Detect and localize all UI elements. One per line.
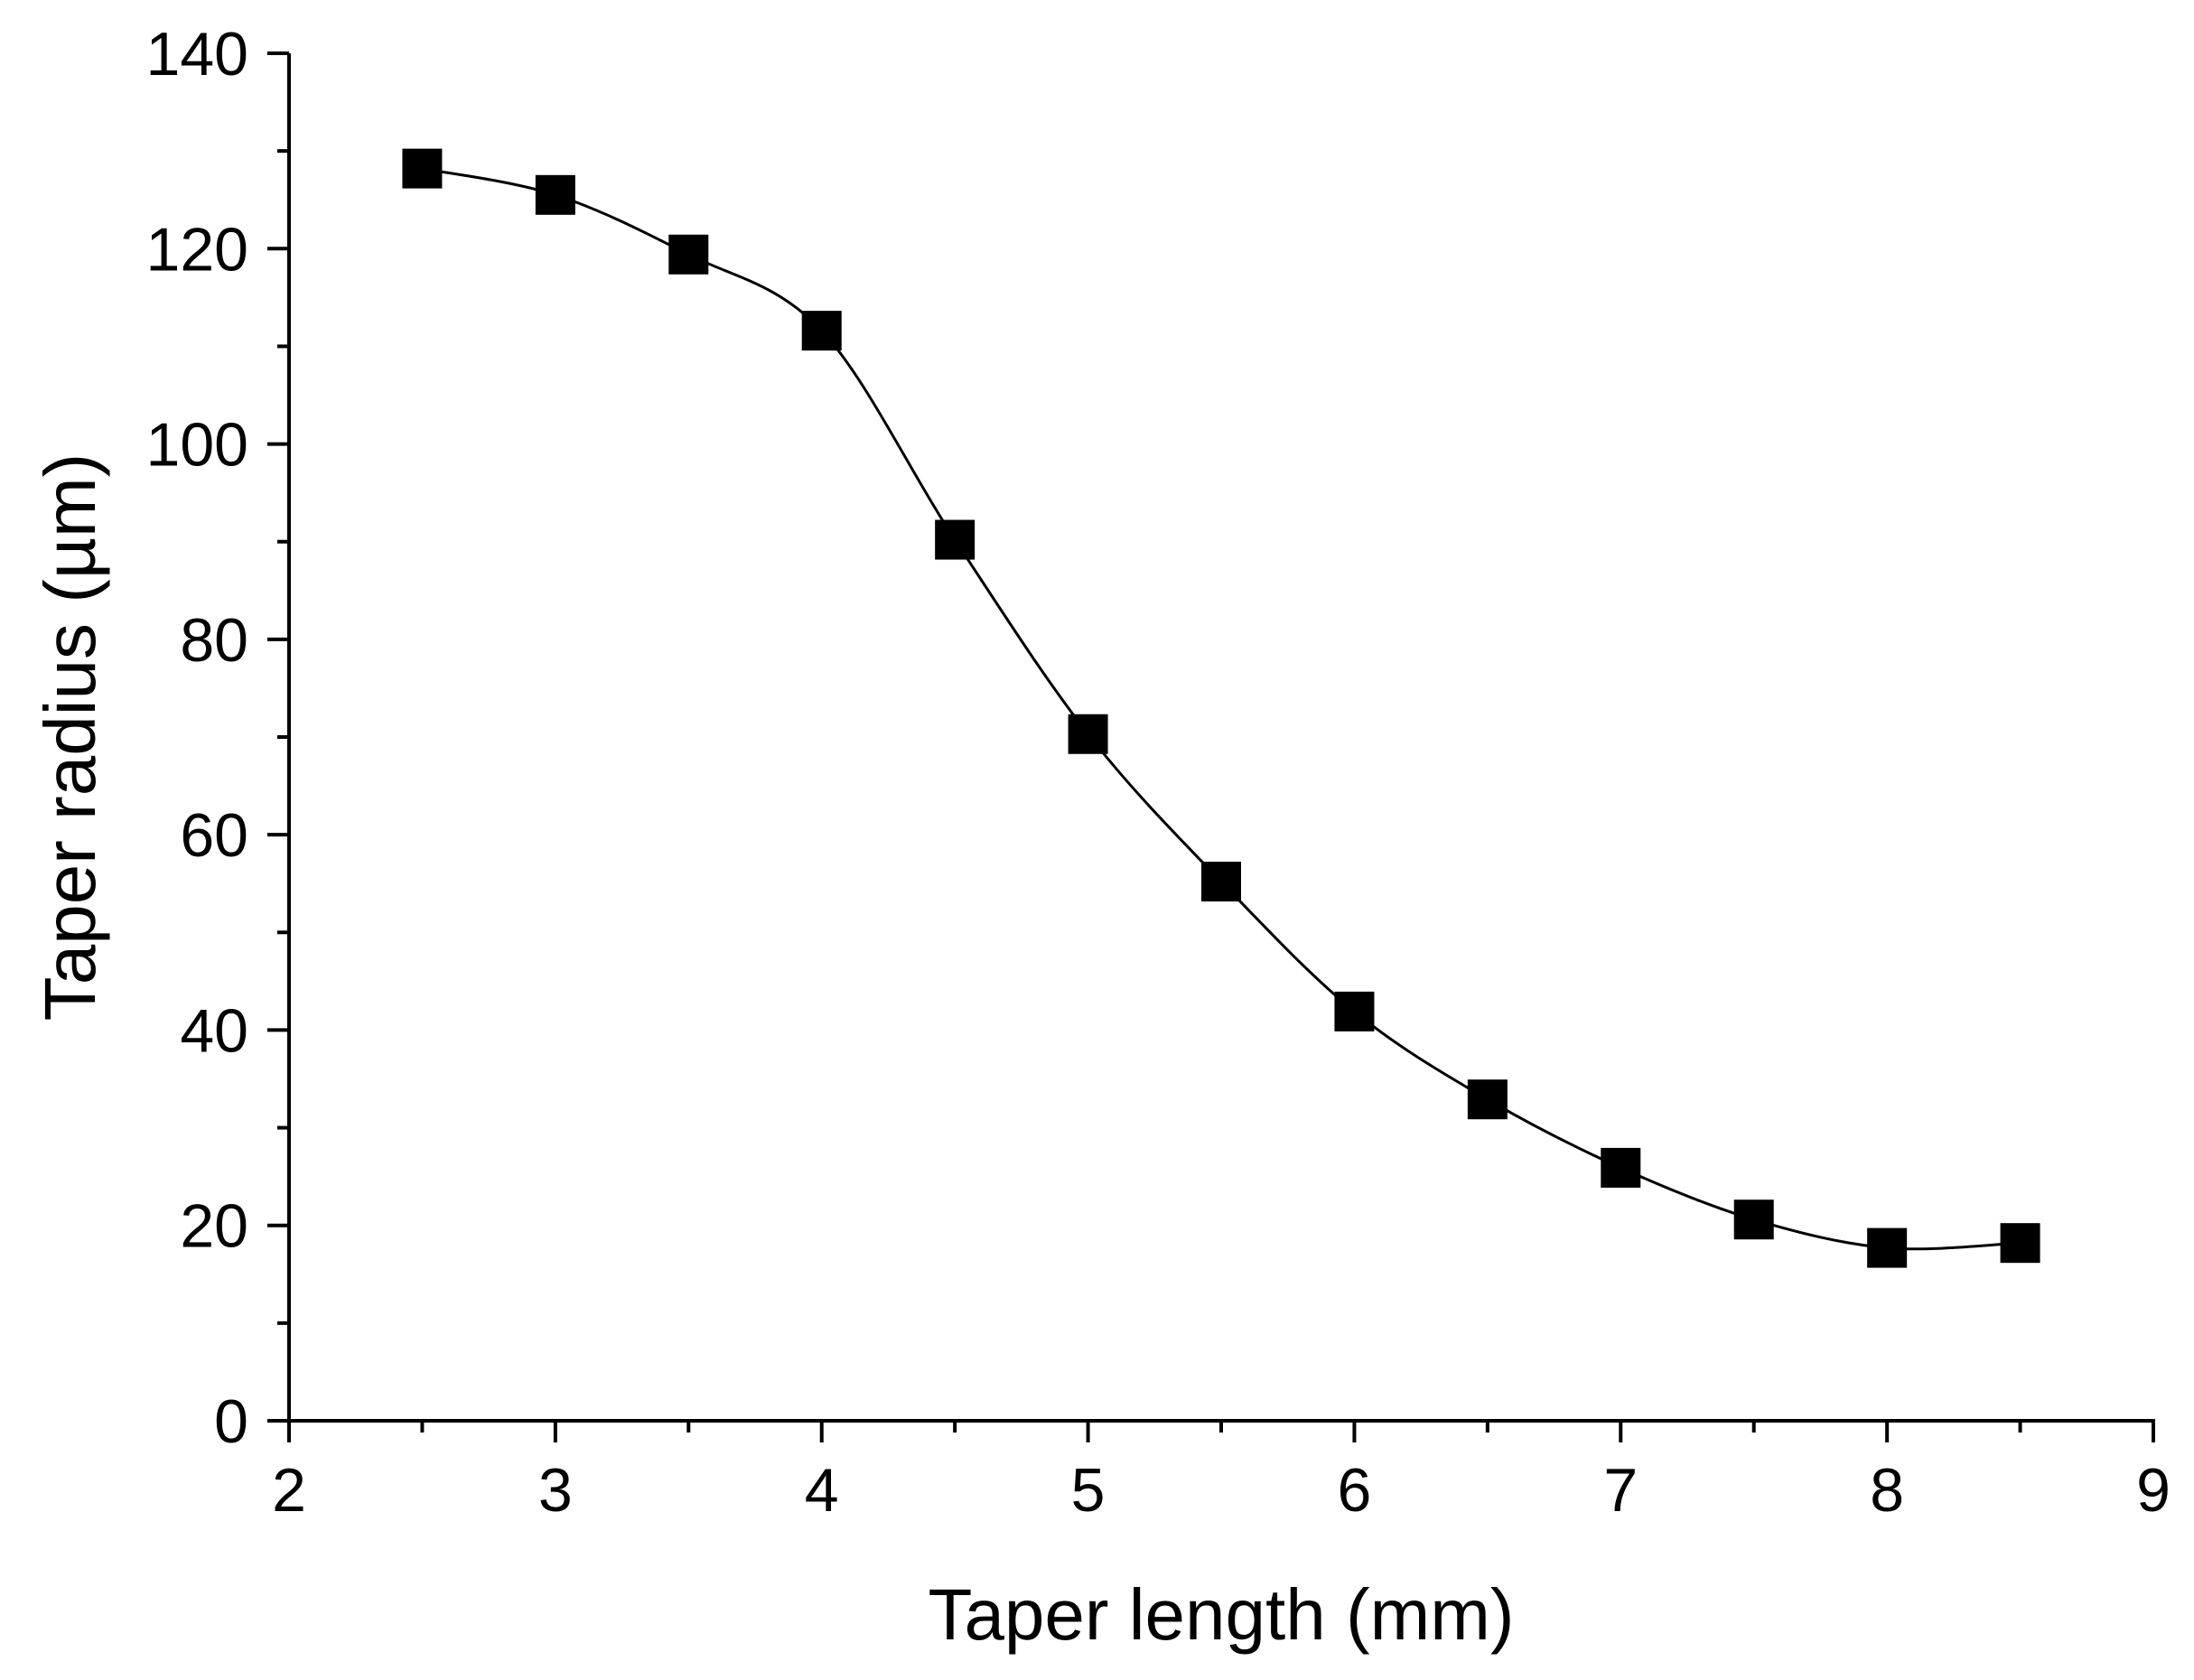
y-tick-label: 20	[180, 1192, 248, 1261]
data-point-marker	[402, 148, 443, 189]
data-point-marker	[801, 311, 842, 351]
data-point-marker	[2000, 1223, 2040, 1264]
data-point-marker	[1733, 1199, 1774, 1240]
y-axis-title: Taper radius (µm)	[30, 453, 110, 1021]
y-tick-label: 60	[180, 801, 248, 870]
data-point-marker	[1201, 862, 1241, 902]
tick-labels: 2 3 4 5 6 7 8 9 0 20 40 60 80 100 120 140	[146, 20, 2171, 1525]
series-line	[422, 167, 2021, 1251]
data-point-marker	[1601, 1147, 1641, 1188]
axes	[287, 53, 2155, 1423]
data-point-marker	[1467, 1079, 1508, 1120]
x-tick-label: 4	[805, 1456, 839, 1525]
data-point-marker	[1068, 714, 1108, 754]
y-tick-label: 140	[146, 20, 248, 89]
x-tick-label: 6	[1338, 1456, 1372, 1525]
y-tick-label: 40	[180, 996, 248, 1065]
data-point-marker	[1867, 1227, 1908, 1268]
y-tick-label: 80	[180, 606, 248, 675]
markers	[402, 148, 2040, 1268]
data-point-marker	[935, 519, 976, 560]
x-tick-label: 7	[1603, 1456, 1638, 1525]
series-path	[422, 167, 2021, 1251]
y-tick-label: 100	[146, 411, 248, 480]
x-tick-label: 2	[272, 1456, 306, 1525]
data-point-marker	[668, 234, 709, 275]
x-tick-label: 5	[1071, 1456, 1106, 1525]
y-tick-label: 0	[214, 1387, 248, 1456]
x-tick-label: 9	[2136, 1456, 2171, 1525]
data-point-marker	[1334, 991, 1375, 1031]
x-tick-label: 3	[538, 1456, 573, 1525]
data-point-marker	[535, 174, 575, 215]
y-tick-label: 120	[146, 215, 248, 284]
x-axis-title: Taper length (mm)	[928, 1574, 1514, 1655]
x-tick-label: 8	[1870, 1456, 1904, 1525]
ticks	[267, 51, 2155, 1442]
